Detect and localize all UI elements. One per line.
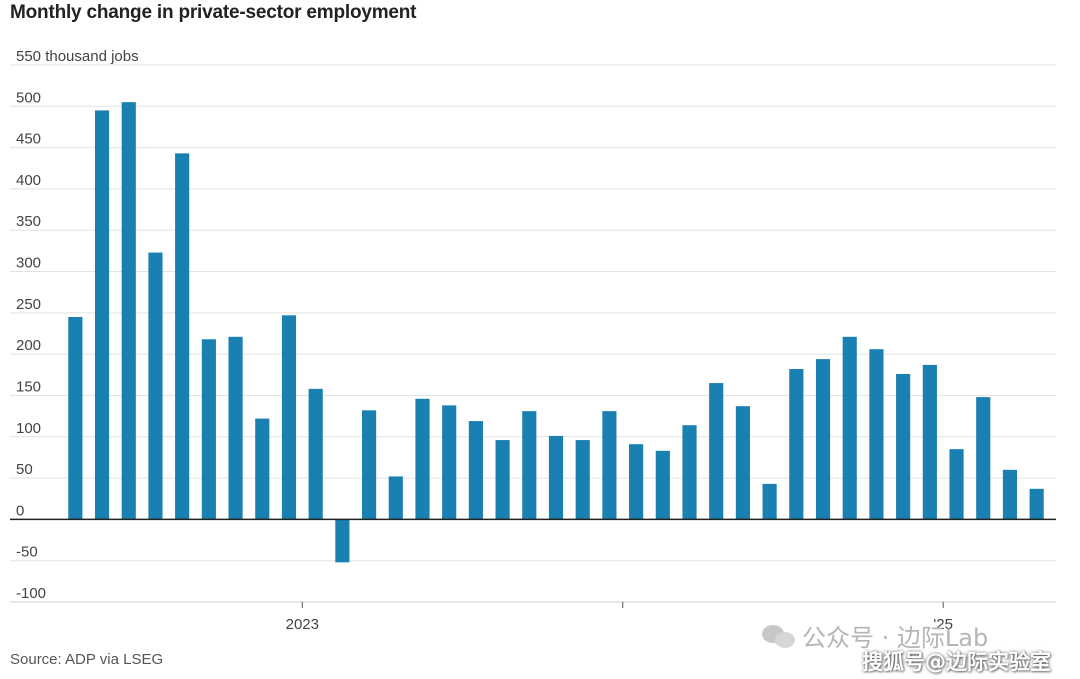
y-tick-label: 100 (16, 420, 41, 437)
bar (362, 410, 377, 520)
bar (1002, 469, 1018, 520)
watermark-text: 公众号 · 边际Lab (802, 624, 989, 652)
bar (735, 406, 750, 520)
y-tick-label: 350 (16, 213, 41, 230)
bar (388, 476, 403, 520)
bar (842, 336, 857, 520)
bar (976, 397, 991, 520)
chart-title: Monthly change in private-sector employm… (10, 2, 417, 23)
bar (1029, 488, 1044, 520)
bar (789, 369, 804, 520)
bar (201, 339, 216, 520)
bar (255, 418, 270, 520)
bar (602, 411, 617, 520)
bar (121, 102, 136, 520)
y-tick-label: -100 (16, 585, 46, 602)
x-tick-label: '25 (933, 616, 953, 633)
y-tick-label: 0 (16, 502, 24, 519)
bar (629, 444, 644, 520)
bar (148, 252, 163, 520)
bar (522, 411, 537, 520)
bar (922, 364, 937, 520)
wechat-icon (762, 623, 796, 649)
bar (228, 336, 243, 520)
y-tick-label: 150 (16, 378, 41, 395)
bar (281, 315, 297, 520)
bar (495, 440, 510, 520)
bar (442, 405, 457, 520)
y-tick-label: 500 (16, 89, 41, 106)
y-tick-label: 550 thousand jobs (16, 48, 139, 65)
y-tick-label: -50 (16, 544, 38, 561)
bar (68, 316, 83, 520)
bar (94, 110, 110, 520)
bar (468, 421, 483, 520)
bar (655, 450, 670, 520)
watermark-sohu: 搜狐号@边际实验室 (862, 650, 1051, 674)
bar (175, 153, 190, 520)
bar (896, 373, 911, 520)
y-tick-label: 200 (16, 337, 41, 354)
y-axis-labels: -100 -50 0 50 100 150 200 250 300 350 400 450 500 550… (16, 48, 139, 602)
y-tick-label: 50 (16, 461, 33, 478)
bar (815, 359, 831, 520)
y-tick-label: 450 (16, 131, 41, 148)
bar (308, 388, 323, 520)
bars (68, 102, 1044, 563)
y-tick-label: 250 (16, 296, 41, 313)
bar (682, 425, 697, 520)
x-axis: 2023 '25 (10, 518, 1056, 633)
bar (709, 383, 724, 520)
bar (575, 440, 590, 520)
bar (335, 519, 350, 563)
y-tick-label: 300 (16, 255, 41, 272)
bar (415, 398, 430, 520)
bar (548, 435, 564, 520)
y-tick-label: 400 (16, 172, 41, 189)
watermark-wechat: 公众号 · 边际Lab (762, 618, 988, 653)
bar (762, 483, 777, 520)
source-note: Source: ADP via LSEG (10, 651, 164, 668)
x-tick-label: 2023 (286, 616, 319, 633)
bar (869, 349, 884, 520)
bar (949, 449, 964, 520)
